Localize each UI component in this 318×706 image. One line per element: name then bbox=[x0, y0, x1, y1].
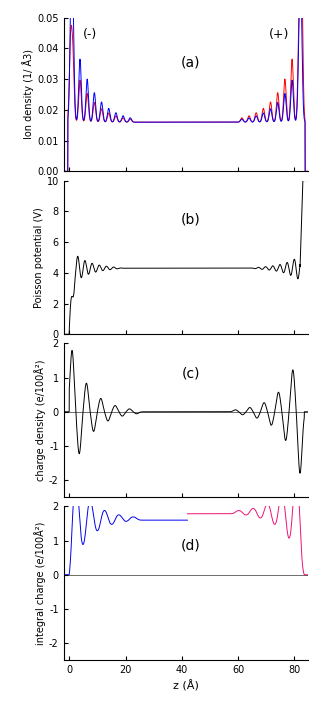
Y-axis label: integral charge (e/100Å²): integral charge (e/100Å²) bbox=[34, 522, 46, 645]
Text: (d): (d) bbox=[181, 539, 201, 553]
Text: (-): (-) bbox=[83, 28, 97, 41]
Y-axis label: Ion density (1/ Å3): Ion density (1/ Å3) bbox=[23, 49, 34, 140]
Text: (a): (a) bbox=[181, 56, 201, 70]
Y-axis label: charge density (e/100Å²): charge density (e/100Å²) bbox=[34, 359, 46, 481]
Text: (c): (c) bbox=[182, 366, 200, 381]
Y-axis label: Poisson potential (V): Poisson potential (V) bbox=[34, 207, 44, 308]
X-axis label: z (Å): z (Å) bbox=[173, 681, 199, 692]
Text: (+): (+) bbox=[269, 28, 290, 41]
Text: (b): (b) bbox=[181, 213, 201, 227]
